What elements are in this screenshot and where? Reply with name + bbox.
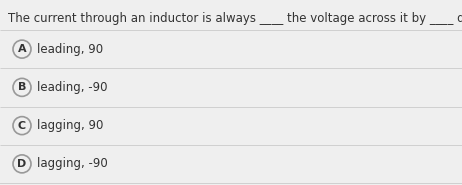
Text: B: B xyxy=(18,82,26,92)
Text: leading, 90: leading, 90 xyxy=(37,43,103,56)
Circle shape xyxy=(13,78,31,96)
Text: The current through an inductor is always ____ the voltage across it by ____ deg: The current through an inductor is alway… xyxy=(8,12,462,25)
Circle shape xyxy=(13,117,31,135)
Text: leading, -90: leading, -90 xyxy=(37,81,108,94)
Text: lagging, 90: lagging, 90 xyxy=(37,119,103,132)
Circle shape xyxy=(13,155,31,173)
Text: lagging, -90: lagging, -90 xyxy=(37,157,108,170)
Text: C: C xyxy=(18,121,26,131)
Text: A: A xyxy=(18,44,26,54)
Text: D: D xyxy=(18,159,27,169)
Circle shape xyxy=(13,40,31,58)
